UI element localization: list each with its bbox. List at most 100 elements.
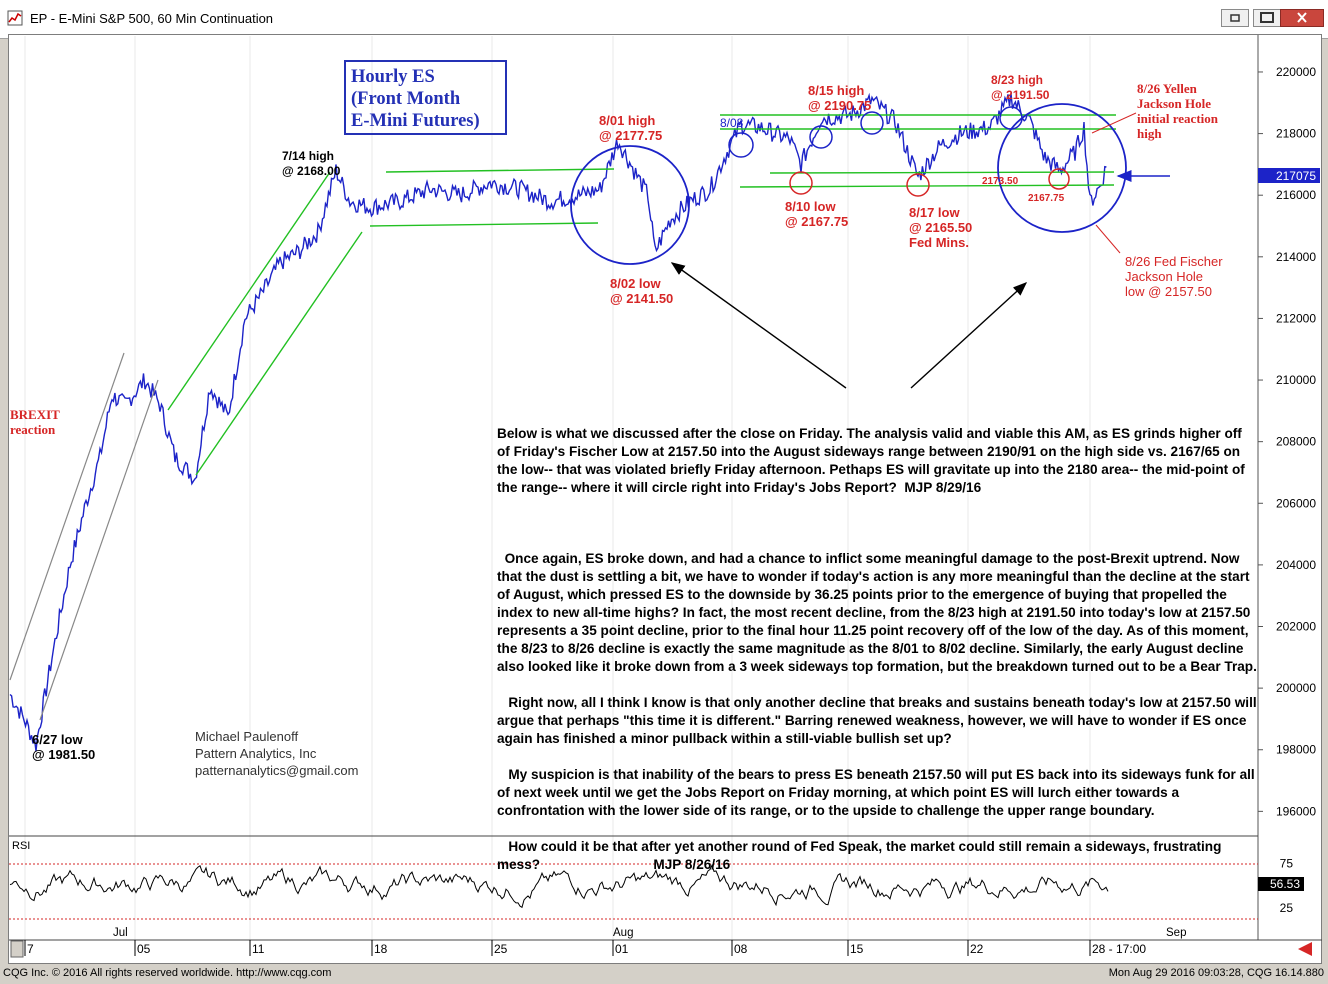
price-axis: 220000 218000 216000 214000 212000 210000 2080… bbox=[1258, 65, 1316, 818]
annotation-fischer: 8/26 Fed Fischer Jackson Hole low @ 2157.5… bbox=[1125, 254, 1223, 299]
close-button[interactable] bbox=[1280, 9, 1324, 27]
annotation-810: 8/10 low @ 2167.75 bbox=[785, 199, 848, 229]
annotation-801: 8/01 high @ 2177.75 bbox=[599, 113, 662, 143]
last-price-label: 217075 bbox=[1276, 169, 1316, 183]
author-email[interactable]: patternanalytics@gmail.com bbox=[195, 763, 359, 778]
annotation-823: 8/23 high @ 2191.50 bbox=[991, 73, 1049, 103]
last-price-box bbox=[1258, 168, 1320, 183]
price-tick-label: 212000 bbox=[1276, 311, 1316, 325]
restore-button[interactable] bbox=[1221, 9, 1249, 27]
aug-range-mid bbox=[769, 171, 1115, 174]
time-tick-label: 18 bbox=[374, 942, 388, 956]
price-tick-label: 198000 bbox=[1276, 743, 1316, 757]
annotation-yellen-line1: 8/26 Yellen bbox=[1137, 81, 1197, 96]
annotation-fischer-line2: Jackson Hole bbox=[1125, 269, 1204, 284]
commentary-para-2: Once again, ES broke down, and had a cha… bbox=[497, 551, 1257, 674]
annotation-802-line2: @ 2141.50 bbox=[610, 291, 674, 306]
last-rsi-box bbox=[1258, 877, 1304, 891]
annotation-627-line1: 6/27 low bbox=[32, 732, 83, 747]
title-box: Hourly ES (Front Month E-Mini Futures) bbox=[344, 60, 507, 135]
annotation-2167: 2167.75 bbox=[1028, 193, 1065, 204]
leader-yellen bbox=[1091, 112, 1137, 134]
last-rsi-label: 56.53 bbox=[1270, 877, 1300, 891]
price-tick-label: 214000 bbox=[1276, 250, 1316, 264]
time-tick-label: 25 bbox=[494, 942, 508, 956]
annotation-fischer-line1: 8/26 Fed Fischer bbox=[1125, 254, 1223, 269]
price-tick-label: 204000 bbox=[1276, 558, 1316, 572]
time-tick-label: 05 bbox=[137, 942, 151, 956]
price-tick-label: 210000 bbox=[1276, 373, 1316, 387]
time-tick-label: 01 bbox=[615, 942, 629, 956]
chart-app-icon bbox=[7, 10, 23, 26]
july-channel-upper bbox=[167, 171, 331, 411]
annotation-yellen: 8/26 Yellen Jackson Hole initial reaction h… bbox=[1137, 81, 1218, 141]
commentary-para-5: How could it be that after yet another r… bbox=[497, 839, 1226, 872]
annotation-627: 6/27 low @ 1981.50 bbox=[32, 732, 95, 762]
annotation-808: 8/08 bbox=[720, 116, 744, 130]
restore-icon bbox=[1230, 14, 1240, 22]
annotation-801-line1: 8/01 high bbox=[599, 113, 656, 128]
circle-aug-drop bbox=[570, 145, 690, 265]
price-tick-label: 216000 bbox=[1276, 188, 1316, 202]
price-tick-label: 206000 bbox=[1276, 496, 1316, 510]
time-axis: 7 Jul 05 11 18 25 Aug 01 08 15 22 28 - 17:00 Sep bbox=[24, 927, 1186, 956]
annotation-815-line2: @ 2190.75 bbox=[808, 98, 872, 113]
rsi-label: RSI bbox=[12, 840, 30, 852]
annotation-817-line1: 8/17 low bbox=[909, 205, 960, 220]
circle-808 bbox=[728, 132, 754, 158]
commentary-para-3: Right now, all I think I know is that on… bbox=[497, 695, 1257, 746]
status-copyright: CQG Inc. © 2016 All rights reserved worl… bbox=[3, 967, 332, 979]
annotation-627-line2: @ 1981.50 bbox=[32, 747, 96, 762]
time-tick-label: 7 bbox=[27, 942, 34, 956]
commentary-para-1: Below is what we discussed after the clo… bbox=[497, 426, 1249, 495]
close-icon bbox=[1297, 12, 1307, 23]
july-range-upper bbox=[385, 168, 615, 173]
commentary-para-4: My suspicion is that inability of the be… bbox=[497, 767, 1259, 818]
price-tick-label: 218000 bbox=[1276, 127, 1316, 141]
price-series-line bbox=[9, 92, 1107, 752]
arrow-to-aug-drop bbox=[670, 262, 847, 389]
annotation-brexit-line2: reaction bbox=[10, 422, 56, 437]
scroll-left-button[interactable] bbox=[10, 940, 24, 958]
window-title: EP - E-Mini S&P 500, 60 Min Continuation bbox=[30, 11, 274, 26]
annotation-815: 8/15 high @ 2190.75 bbox=[808, 83, 871, 113]
annotation-fischer-line3: low @ 2157.50 bbox=[1125, 284, 1212, 299]
circle-815b bbox=[860, 111, 884, 135]
author-company: Pattern Analytics, Inc bbox=[195, 746, 317, 761]
annotation-802: 8/02 low @ 2141.50 bbox=[610, 276, 673, 306]
title-line-1: Hourly ES bbox=[351, 67, 435, 87]
title-line-2: (Front Month bbox=[351, 89, 461, 109]
price-tick-label: 202000 bbox=[1276, 620, 1316, 634]
annotation-714: 7/14 high @ 2168.00 bbox=[282, 149, 340, 179]
commentary: Below is what we discussed after the clo… bbox=[497, 407, 1257, 892]
annotation-817-line2: @ 2165.50 bbox=[909, 220, 973, 235]
annotation-815-line1: 8/15 high bbox=[808, 83, 865, 98]
brexit-channel-lower bbox=[39, 379, 159, 721]
price-tick-label: 196000 bbox=[1276, 804, 1316, 818]
july-channel-lower bbox=[195, 231, 363, 476]
aug-range-bottom bbox=[739, 184, 1115, 188]
month-label: Sep bbox=[1166, 927, 1186, 939]
price-tick-label: 220000 bbox=[1276, 65, 1316, 79]
time-tick-label: 22 bbox=[970, 942, 984, 956]
annotation-714-line2: @ 2168.00 bbox=[282, 164, 341, 178]
time-tick-label: 28 - 17:00 bbox=[1092, 942, 1146, 956]
july-range-lower bbox=[369, 222, 599, 227]
author-block: Michael Paulenoff Pattern Analytics, Inc… bbox=[195, 728, 358, 779]
month-label: Jul bbox=[113, 927, 128, 939]
time-tick-label: 15 bbox=[850, 942, 864, 956]
arrow-to-late-aug bbox=[910, 282, 1028, 389]
annotation-802-line1: 8/02 low bbox=[610, 276, 661, 291]
annotation-brexit-line1: BREXIT bbox=[10, 407, 60, 422]
scroll-right-arrow-icon[interactable] bbox=[1298, 942, 1312, 956]
annotation-817: 8/17 low @ 2165.50 Fed Mins. bbox=[909, 205, 972, 250]
annotation-810-line2: @ 2167.75 bbox=[785, 214, 849, 229]
circle-826 bbox=[1048, 168, 1070, 190]
annotation-714-line1: 7/14 high bbox=[282, 149, 335, 163]
rsi-series-line bbox=[9, 863, 1109, 909]
status-timestamp: Mon Aug 29 2016 09:03:28, CQG 16.14.880 bbox=[1108, 967, 1324, 979]
leader-fischer bbox=[1095, 224, 1121, 254]
circle-late-aug bbox=[997, 103, 1127, 233]
annotation-810-line1: 8/10 low bbox=[785, 199, 836, 214]
